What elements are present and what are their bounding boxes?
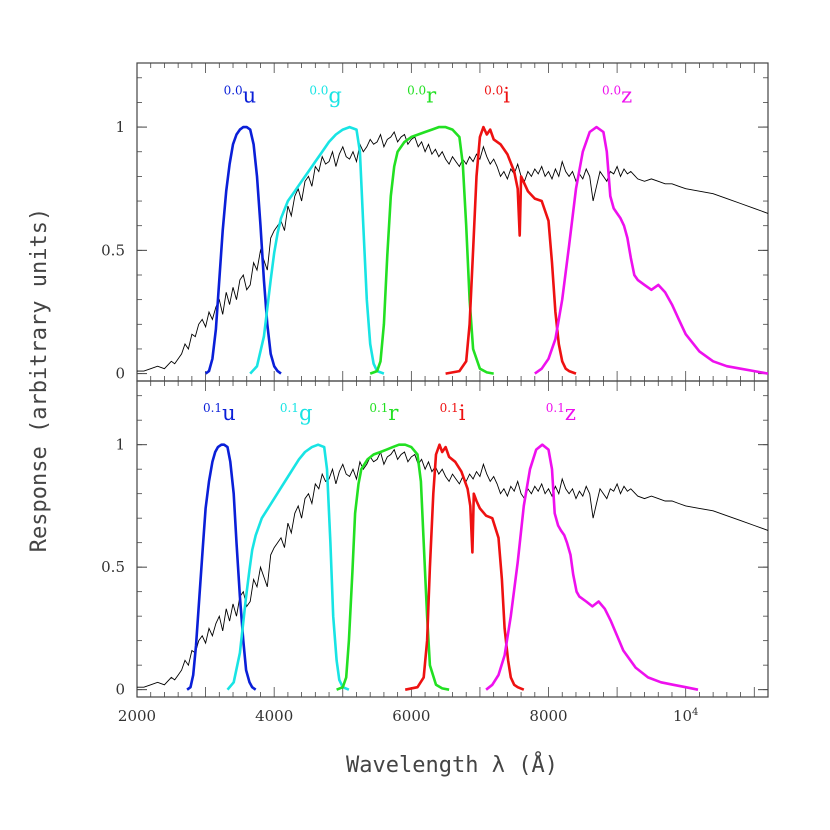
band-curve-i-top bbox=[445, 125, 577, 375]
band-label-name: u bbox=[243, 83, 257, 107]
y-axis-title: Response (arbitrary units) bbox=[27, 208, 52, 552]
x-tick-label: 4000 bbox=[255, 707, 293, 725]
band-label-r-top: 0.0r bbox=[407, 83, 437, 107]
band-curve-z-bottom bbox=[485, 443, 699, 691]
panel-bottom: 00.510.1u 0.1g 0.1r 0.1i 0.1z bbox=[101, 380, 769, 699]
band-label-sup: 0.1 bbox=[280, 401, 299, 415]
band-curve-r-top bbox=[369, 125, 494, 375]
band-label-name: u bbox=[222, 401, 236, 425]
band-label-name: i bbox=[459, 401, 466, 425]
band-curve-u-top bbox=[204, 125, 282, 375]
band-label-sup: 0.1 bbox=[369, 401, 388, 415]
y-tick-label-bottom: 0 bbox=[115, 681, 125, 699]
band-curve-g-bottom bbox=[226, 443, 350, 691]
band-label-z-top: 0.0z bbox=[602, 83, 632, 107]
band-curve-r-bottom bbox=[336, 443, 450, 691]
band-label-i-top: 0.0i bbox=[484, 83, 510, 107]
band-curve-u-bottom bbox=[186, 443, 257, 691]
band-label-name: z bbox=[565, 401, 576, 425]
band-label-name: g bbox=[328, 83, 341, 107]
y-tick-label-bottom: 1 bbox=[115, 436, 125, 454]
band-label-sup: 0.1 bbox=[440, 401, 459, 415]
band-label-r-bottom: 0.1r bbox=[369, 401, 399, 425]
band-label-g-bottom: 0.1g bbox=[280, 401, 313, 425]
band-label-name: g bbox=[299, 401, 312, 425]
y-tick-label-top: 0.5 bbox=[101, 241, 125, 259]
band-label-sup: 0.0 bbox=[309, 83, 328, 97]
x-axis-tick-labels: 2000 4000 6000 8000 104 bbox=[118, 707, 699, 725]
x-tick-label: 104 bbox=[673, 707, 698, 725]
x-tick-label: 8000 bbox=[529, 707, 567, 725]
x-tick-label: 2000 bbox=[118, 707, 156, 725]
x-axis-title: Wavelength λ (Å) bbox=[346, 751, 558, 778]
band-label-name: r bbox=[388, 401, 399, 425]
x-tick-label: 6000 bbox=[392, 707, 430, 725]
panel-top: 00.510.0u 0.0g 0.0r 0.0i 0.0z bbox=[101, 62, 769, 383]
band-curve-g-top bbox=[249, 125, 385, 375]
band-label-name: i bbox=[503, 83, 510, 107]
band-label-name: z bbox=[621, 83, 632, 107]
band-label-sup: 0.0 bbox=[407, 83, 426, 97]
band-label-sup: 0.1 bbox=[546, 401, 565, 415]
band-label-sup: 0.0 bbox=[602, 83, 621, 97]
y-tick-label-bottom: 0.5 bbox=[101, 558, 125, 576]
galaxy-spectrum-bottom bbox=[137, 448, 769, 688]
band-label-sup: 0.0 bbox=[224, 83, 243, 97]
band-label-name: r bbox=[426, 83, 437, 107]
band-curve-i-bottom bbox=[404, 443, 525, 691]
plot-frame-top bbox=[136, 62, 769, 382]
plot-frame-bottom bbox=[136, 380, 769, 698]
band-label-sup: 0.1 bbox=[203, 401, 222, 415]
band-label-z-bottom: 0.1z bbox=[546, 401, 576, 425]
galaxy-spectrum-top bbox=[137, 131, 769, 372]
band-label-u-top: 0.0u bbox=[224, 83, 257, 107]
band-label-u-bottom: 0.1u bbox=[203, 401, 236, 425]
y-tick-label-top: 0 bbox=[115, 365, 125, 383]
band-label-sup: 0.0 bbox=[484, 83, 503, 97]
y-tick-label-top: 1 bbox=[115, 118, 125, 136]
band-label-g-top: 0.0g bbox=[309, 83, 342, 107]
band-label-i-bottom: 0.1i bbox=[440, 401, 466, 425]
band-curve-z-top bbox=[534, 125, 769, 375]
